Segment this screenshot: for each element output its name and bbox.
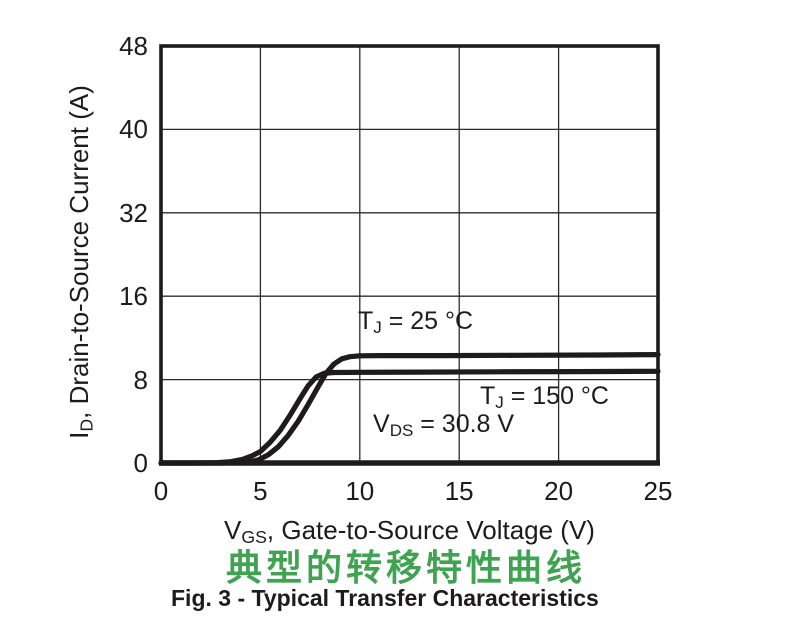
annotation-subscript: J [495, 393, 504, 413]
x-tick-label: 15 [444, 476, 474, 506]
annotation-tj-150c: TJ = 150 °C [480, 382, 609, 413]
annotation-symbol: T [358, 307, 374, 335]
figure-caption: Fig. 3 - Typical Transfer Characteristic… [171, 585, 599, 611]
annotation-tj-25c: TJ = 25 °C [358, 307, 473, 338]
annotation-vds: VDS = 30.8 V [373, 410, 514, 441]
annotation-symbol: V [373, 410, 390, 438]
annotation-value: = 30.8 V [413, 410, 515, 438]
y-tick-label: 48 [119, 31, 148, 61]
x-axis-title: VGS, Gate-to-Source Voltage (V) [224, 515, 595, 548]
y-tick-label: 40 [119, 114, 148, 145]
annotation-subscript: DS [389, 421, 414, 441]
annotation-value: = 25 °C [381, 307, 474, 335]
x-tick-label: 0 [153, 476, 169, 506]
y-axis-title: ID, Drain-to-Source Current (A) [64, 85, 97, 439]
y-tick-label: 16 [119, 281, 148, 312]
x-tick-label: 10 [345, 476, 375, 506]
annotation-subscript: J [373, 318, 382, 338]
x-tick-label: 25 [643, 476, 673, 506]
curve-tj-150c [158, 368, 661, 466]
annotation-value: = 150 °C [503, 382, 609, 410]
y-tick-label: 0 [133, 448, 148, 478]
y-tick-label: 32 [119, 197, 148, 228]
annotation-symbol: T [480, 382, 496, 410]
x-tick-label: 5 [253, 476, 268, 506]
x-tick-label: 20 [544, 476, 574, 506]
y-tick-label: 8 [133, 364, 148, 395]
curve-tj-25c [158, 352, 661, 466]
figure-caption-chinese: 典型的转移特性曲线 [226, 547, 587, 588]
